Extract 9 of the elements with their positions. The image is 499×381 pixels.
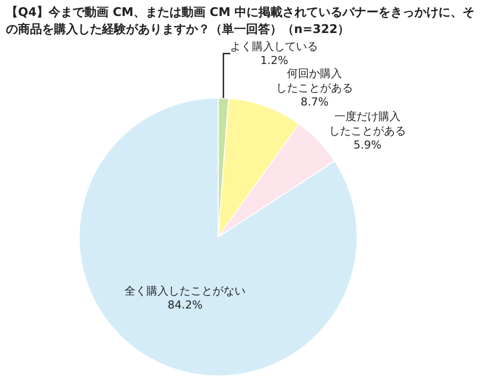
slice-label: よく購入している [230, 40, 318, 53]
data-label: 8.7% [300, 96, 329, 109]
chart-title: 【Q4】今まで動画 CM、または動画 CM 中に掲載されているバナーをきっかけに、その商品を購入した経験がありますか？（単一回答）（n=322） [6, 4, 476, 38]
data-label: 5.9% [354, 138, 382, 152]
data-label: 1.2% [260, 54, 288, 68]
slice-label: 何回か購入したことがある [276, 67, 354, 94]
data-label: 84.2% [168, 298, 203, 312]
slice-label: 全く購入したことがない [124, 284, 246, 298]
slice-label: 一度だけ購入したことがある [329, 110, 406, 138]
